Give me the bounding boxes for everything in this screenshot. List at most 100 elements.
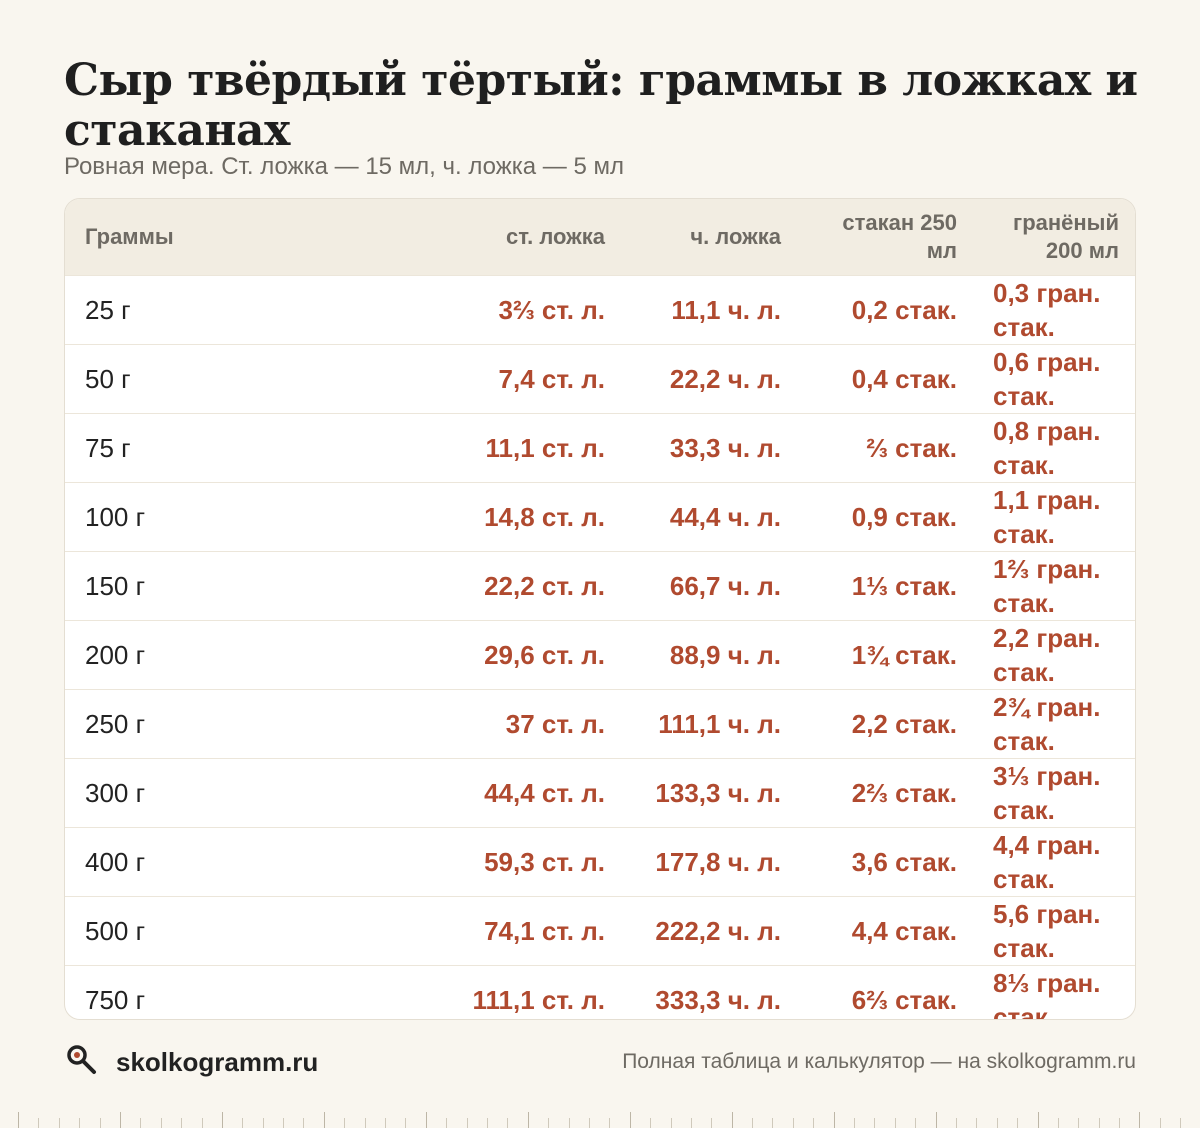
- ruler-tick: [507, 1118, 509, 1128]
- ruler-tick: [527, 1112, 529, 1128]
- table-row: 150 г 22,2 ст. л. 66,7 ч. л. 1⅓ стак. 1⅔ гра…: [65, 551, 1135, 620]
- column-header-faceted-glass-200: гранёный 200 мл: [1013, 209, 1119, 263]
- grams-cell: 25 г: [85, 294, 131, 325]
- ruler-tick: [629, 1112, 631, 1128]
- brand-name: skolkogramm.ru: [116, 1046, 319, 1077]
- ruler-tick: [854, 1118, 856, 1128]
- ruler-tick: [283, 1118, 285, 1128]
- faceted-glass-200-cell: 1⅔ гран. стак.: [993, 553, 1101, 618]
- ruler-tick: [690, 1118, 692, 1128]
- faceted-glass-200-cell: 0,6 гран. стак.: [993, 346, 1101, 411]
- grams-cell: 500 г: [85, 915, 146, 946]
- table-row: 25 г 3⅔ ст. л. 11,1 ч. л. 0,2 стак. 0,3 гран…: [65, 275, 1135, 344]
- faceted-glass-200-cell: 5,6 гран. стак.: [993, 898, 1101, 963]
- grams-cell: 100 г: [85, 501, 146, 532]
- ruler-tick: [609, 1118, 611, 1128]
- tablespoon-cell: 7,4 ст. л.: [498, 363, 605, 394]
- tablespoon-cell: 37 ст. л.: [505, 708, 605, 739]
- table-row: 75 г 11,1 ст. л. 33,3 ч. л. ⅔ стак. 0,8 гран…: [65, 413, 1135, 482]
- glass-250-cell: 0,2 стак.: [851, 294, 957, 325]
- ruler-tick: [385, 1118, 387, 1128]
- ruler-tick: [731, 1112, 733, 1128]
- ruler-tick: [425, 1112, 427, 1128]
- ruler-tick: [58, 1118, 60, 1128]
- table-header-row: Граммы ст. ложка ч. ложка стакан 250 мл …: [65, 199, 1135, 275]
- tablespoon-cell: 22,2 ст. л.: [484, 570, 605, 601]
- ruler-tick: [79, 1118, 81, 1128]
- magnifier-icon: [64, 1042, 100, 1083]
- ruler-tick: [1139, 1112, 1141, 1128]
- ruler-tick: [813, 1118, 815, 1128]
- glass-250-cell: 1⅓ стак.: [851, 570, 957, 601]
- ruler-tick: [976, 1118, 978, 1128]
- grams-cell: 750 г: [85, 984, 146, 1015]
- ruler-tick: [364, 1118, 366, 1128]
- faceted-glass-200-cell: 0,3 гран. стак.: [993, 277, 1101, 342]
- ruler-tick: [650, 1118, 652, 1128]
- grams-cell: 50 г: [85, 363, 131, 394]
- ruler-tick: [1017, 1118, 1019, 1128]
- faceted-glass-200-cell: 1,1 гран. стак.: [993, 484, 1101, 549]
- glass-250-cell: 0,4 стак.: [851, 363, 957, 394]
- faceted-glass-200-cell: 2¾ гран. стак.: [993, 691, 1101, 756]
- teaspoon-cell: 111,1 ч. л.: [658, 708, 781, 739]
- page-title: Сыр твёрдый тёртый: граммы в ложках и ст…: [64, 55, 1138, 156]
- ruler-tick: [221, 1112, 223, 1128]
- ruler-tick: [955, 1118, 957, 1128]
- glass-250-cell: 0,9 стак.: [851, 501, 957, 532]
- ruler-tick: [752, 1118, 754, 1128]
- ruler-decoration: [0, 1112, 1200, 1128]
- glass-250-cell: 2,2 стак.: [851, 708, 957, 739]
- table-row: 250 г 37 ст. л. 111,1 ч. л. 2,2 стак. 2¾ гра…: [65, 689, 1135, 758]
- table-row: 300 г 44,4 ст. л. 133,3 ч. л. 2⅔ стак. 3⅓ гр…: [65, 758, 1135, 827]
- ruler-tick: [915, 1118, 917, 1128]
- ruler-tick: [1159, 1118, 1161, 1128]
- faceted-glass-200-cell: 4,4 гран. стак.: [993, 829, 1101, 894]
- tablespoon-cell: 59,3 ст. л.: [484, 846, 605, 877]
- faceted-glass-200-cell: 0,8 гран. стак.: [993, 415, 1101, 480]
- ruler-tick: [99, 1118, 101, 1128]
- ruler-tick: [670, 1118, 672, 1128]
- ruler-tick: [119, 1112, 121, 1128]
- ruler-tick: [160, 1118, 162, 1128]
- tablespoon-cell: 44,4 ст. л.: [484, 777, 605, 808]
- ruler-tick: [181, 1118, 183, 1128]
- teaspoon-cell: 22,2 ч. л.: [669, 363, 781, 394]
- ruler-tick: [1078, 1118, 1080, 1128]
- table-body: 25 г 3⅔ ст. л. 11,1 ч. л. 0,2 стак. 0,3 гран…: [65, 275, 1135, 1019]
- table-row: 200 г 29,6 ст. л. 88,9 ч. л. 1¾ стак. 2,2 гр…: [65, 620, 1135, 689]
- table-row: 400 г 59,3 ст. л. 177,8 ч. л. 3,6 стак. 4,4 …: [65, 827, 1135, 896]
- ruler-tick: [1180, 1118, 1182, 1128]
- column-header-glass-250: стакан 250 мл: [842, 209, 957, 263]
- glass-250-cell: 3,6 стак.: [851, 846, 957, 877]
- ruler-tick: [38, 1118, 40, 1128]
- teaspoon-cell: 11,1 ч. л.: [671, 294, 781, 325]
- ruler-tick: [588, 1118, 590, 1128]
- ruler-tick: [344, 1118, 346, 1128]
- ruler-tick: [242, 1118, 244, 1128]
- ruler-tick: [466, 1118, 468, 1128]
- ruler-tick: [568, 1118, 570, 1128]
- ruler-tick: [486, 1118, 488, 1128]
- ruler-tick: [405, 1118, 407, 1128]
- glass-250-cell: 4,4 стак.: [851, 915, 957, 946]
- ruler-tick: [262, 1118, 264, 1128]
- teaspoon-cell: 44,4 ч. л.: [669, 501, 781, 532]
- page-subtitle: Ровная мера. Ст. ложка — 15 мл, ч. ложка…: [64, 153, 624, 180]
- teaspoon-cell: 66,7 ч. л.: [669, 570, 781, 601]
- tablespoon-cell: 11,1 ст. л.: [485, 432, 606, 463]
- conversion-table-card: Граммы ст. ложка ч. ложка стакан 250 мл …: [64, 198, 1136, 1020]
- column-header-grams: Граммы: [85, 223, 174, 249]
- ruler-tick: [792, 1118, 794, 1128]
- column-header-teaspoon: ч. ложка: [690, 223, 781, 249]
- faceted-glass-200-cell: 3⅓ гран. стак.: [993, 760, 1101, 825]
- teaspoon-cell: 133,3 ч. л.: [655, 777, 781, 808]
- ruler-tick: [18, 1112, 19, 1128]
- ruler-tick: [894, 1118, 896, 1128]
- ruler-tick: [935, 1112, 937, 1128]
- ruler-tick: [548, 1118, 550, 1128]
- faceted-glass-200-cell: 2,2 гран. стак.: [993, 622, 1101, 687]
- teaspoon-cell: 177,8 ч. л.: [655, 846, 781, 877]
- teaspoon-cell: 333,3 ч. л.: [655, 984, 781, 1015]
- table-row: 100 г 14,8 ст. л. 44,4 ч. л. 0,9 стак. 1,1 г…: [65, 482, 1135, 551]
